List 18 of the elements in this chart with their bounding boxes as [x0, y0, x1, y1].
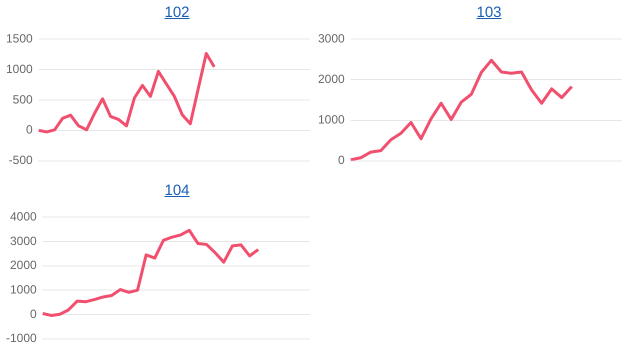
y-tick-label: 500 — [12, 92, 34, 106]
y-tick-label: 0 — [26, 122, 34, 137]
y-tick-label: 4000 — [10, 210, 38, 224]
y-tick-label: 1000 — [10, 282, 38, 296]
y-tick-label: -1000 — [6, 331, 38, 346]
chart-title: 102 — [163, 4, 191, 23]
y-tick-label: 0 — [338, 153, 346, 168]
y-tick-label: 3000 — [318, 32, 346, 46]
y-tick-label: 1000 — [6, 62, 34, 76]
y-tick-label: 0 — [30, 306, 38, 321]
y-tick-label: 1000 — [318, 112, 346, 127]
y-tick-label: 2000 — [318, 72, 346, 86]
chart-title: 104 — [163, 182, 191, 201]
y-tick-label: 2000 — [10, 258, 38, 272]
y-tick-label: 3000 — [10, 234, 38, 248]
y-tick-label: 1500 — [6, 32, 34, 46]
y-tick-label: -500 — [8, 153, 34, 168]
chart-title: 103 — [475, 4, 503, 23]
